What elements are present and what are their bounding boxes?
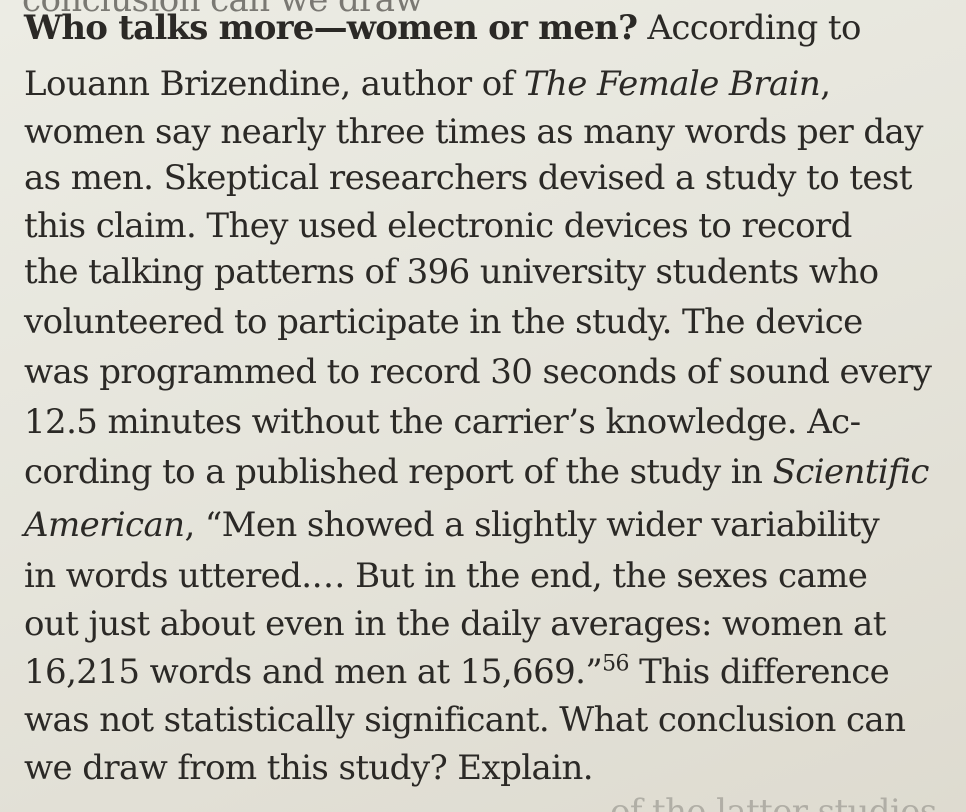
line-text: 16,215 words and men at 15,669.”: [24, 652, 603, 692]
exercise-line-7: volunteered to participate in the study.…: [24, 302, 863, 342]
line-text: This difference: [628, 652, 890, 692]
line-text: Louann Brizendine, author of: [24, 64, 524, 104]
cropped-next-line: of the latter studies: [610, 792, 937, 812]
exercise-line-16: we draw from this study? Explain.: [24, 748, 594, 788]
exercise-line-14: 16,215 words and men at 15,669.”56 This …: [24, 651, 890, 692]
line-text: According to: [637, 8, 861, 48]
line-text: cording to a published report of the stu…: [24, 452, 773, 492]
exercise-line-12: in words uttered.… But in the end, the s…: [24, 556, 868, 596]
magazine-title-part-1: Scientific: [772, 452, 930, 492]
exercise-line-15: was not statistically significant. What …: [24, 700, 906, 740]
line-text: , “Men showed a slightly wider variabili…: [184, 505, 880, 545]
exercise-line-11: American, “Men showed a slightly wider v…: [24, 505, 880, 545]
exercise-line-1: Who talks more—women or men? According t…: [24, 8, 861, 48]
book-title: The Female Brain: [523, 64, 821, 104]
exercise-line-6: the talking patterns of 396 university s…: [24, 252, 879, 292]
exercise-line-10: cording to a published report of the stu…: [24, 452, 929, 492]
exercise-heading: Who talks more—women or men?: [24, 8, 638, 48]
exercise-line-8: was programmed to record 30 seconds of s…: [24, 352, 932, 392]
exercise-line-9: 12.5 minutes without the carrier’s knowl…: [24, 402, 861, 442]
cropped-previous-line: conclusion can we draw: [22, 0, 424, 20]
magazine-title-part-2: American: [24, 505, 185, 545]
footnote-marker: 56: [602, 651, 629, 677]
line-text: ,: [820, 64, 831, 104]
exercise-line-4: as men. Skeptical researchers devised a …: [24, 158, 912, 198]
exercise-line-13: out just about even in the daily average…: [24, 604, 886, 644]
exercise-line-3: women say nearly three times as many wor…: [24, 112, 923, 152]
exercise-line-5: this claim. They used electronic devices…: [24, 206, 852, 246]
exercise-line-2: Louann Brizendine, author of The Female …: [24, 64, 831, 104]
